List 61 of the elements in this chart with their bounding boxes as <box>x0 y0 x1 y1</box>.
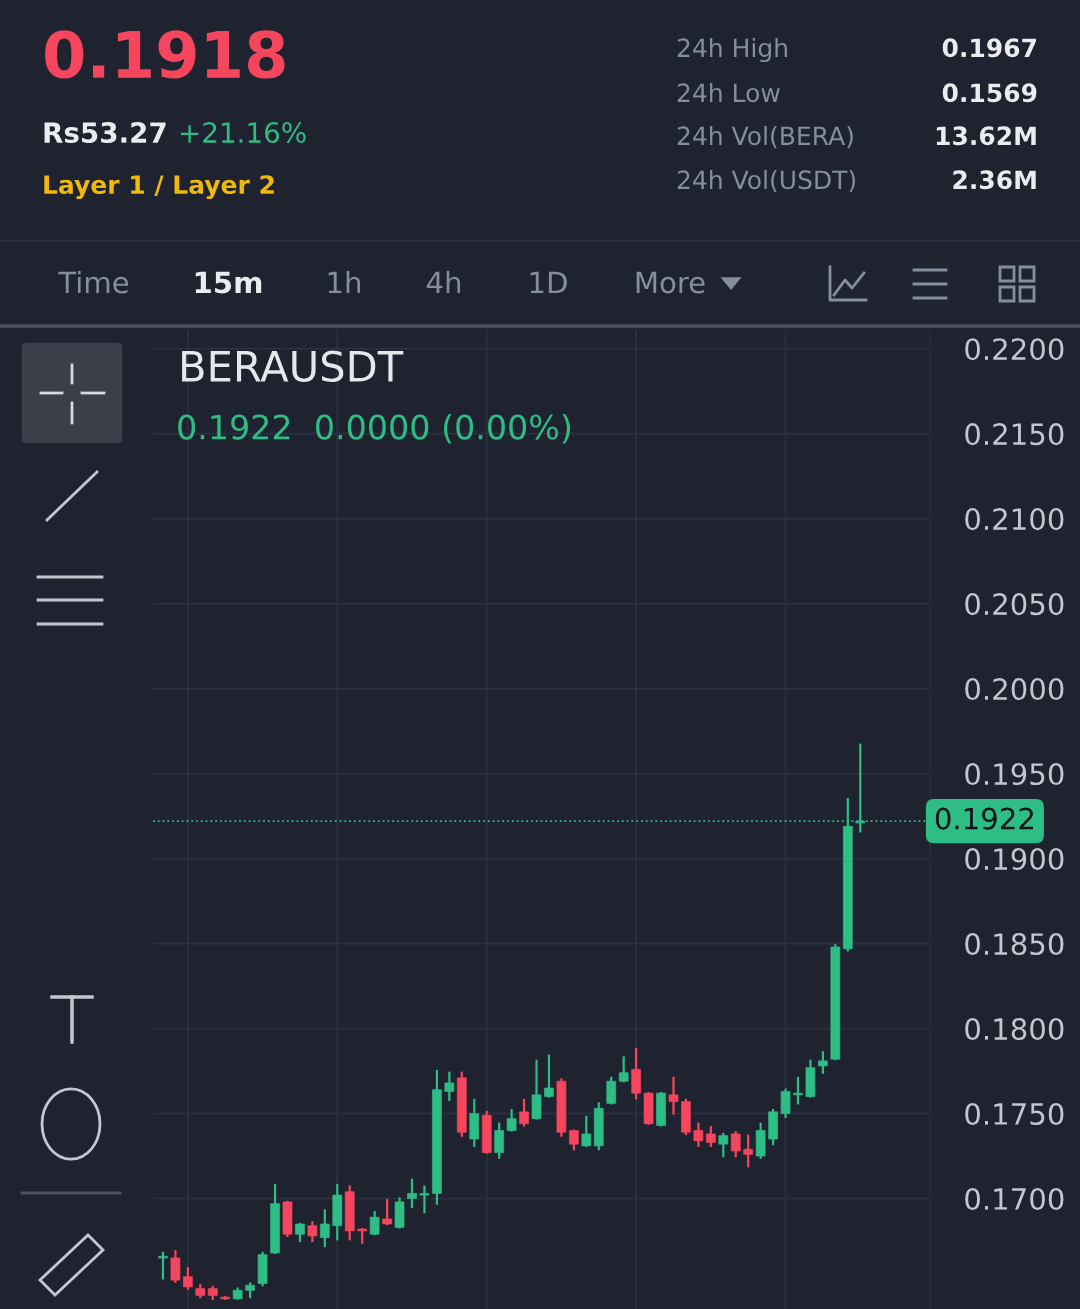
text: 1h <box>328 270 361 294</box>
text: 0.1569 <box>942 83 1037 103</box>
text: 24h Low <box>677 82 780 103</box>
candlestick <box>668 1076 679 1115</box>
candlestick <box>706 1126 716 1147</box>
text: 15m <box>195 271 262 294</box>
candlestick <box>730 1131 741 1158</box>
candlestick <box>320 1209 330 1248</box>
candlestick <box>170 1250 181 1283</box>
y-tick-label: 0.2150 <box>965 423 1064 446</box>
candlestick <box>581 1115 592 1147</box>
candlestick <box>519 1098 529 1127</box>
text: 0.1918 <box>45 30 285 79</box>
y-tick-label: 0.1900 <box>965 848 1064 871</box>
candlestick <box>183 1267 193 1290</box>
text: Layer 1 / Layer 2 <box>44 175 274 200</box>
text: 2.36M <box>953 170 1036 190</box>
candlestick <box>718 1132 729 1158</box>
text: +21.16% <box>180 122 306 144</box>
y-tick-label: 0.1850 <box>965 933 1064 956</box>
chart-title: BERAUSDT <box>182 350 404 383</box>
y-tick-label: 0.2000 <box>965 678 1064 701</box>
candlestick <box>693 1122 704 1147</box>
y-tick-label: 0.2100 <box>965 508 1064 531</box>
ref-line-label: 0.1922 <box>935 807 1034 830</box>
candlestick <box>569 1129 579 1151</box>
candlestick <box>743 1134 754 1168</box>
text: 4h <box>426 270 461 294</box>
text: 0.1967 <box>942 38 1037 58</box>
candlestick <box>369 1211 380 1236</box>
y-tick-label: 0.1700 <box>965 1187 1064 1211</box>
candlestick <box>606 1076 617 1105</box>
y-tick-label: 0.2200 <box>965 338 1064 361</box>
candlestick <box>444 1071 455 1102</box>
text: More <box>636 271 705 294</box>
candlestick <box>531 1059 542 1120</box>
candlestick <box>382 1199 392 1226</box>
text: 0.1922 0.0000 (0.00%) <box>178 413 571 444</box>
candlestick <box>544 1054 554 1098</box>
y-tick-label: 0.1950 <box>965 763 1064 786</box>
candlestick <box>618 1056 629 1083</box>
candlestick <box>506 1109 517 1132</box>
candlestick <box>407 1178 417 1209</box>
text: Rs53.27 <box>44 122 166 144</box>
candlestick <box>419 1185 430 1214</box>
candlestick <box>158 1251 168 1280</box>
candlestick <box>793 1076 803 1105</box>
text: 24h High <box>677 37 787 63</box>
candlestick <box>780 1088 791 1119</box>
y-tick-label: 0.1750 <box>965 1102 1064 1126</box>
text: Time <box>58 270 129 294</box>
y-tick-label: 0.1800 <box>965 1017 1064 1041</box>
text: 24h Vol(USDT) <box>677 169 856 193</box>
y-tick-label: 0.2050 <box>965 593 1064 616</box>
candlestick <box>494 1122 504 1159</box>
candlestick <box>631 1047 641 1100</box>
text: 13.62M <box>936 126 1036 146</box>
text: 24h Vol(BERA) <box>677 125 853 149</box>
candlestick <box>818 1051 828 1074</box>
text: 1D <box>530 271 567 294</box>
candlestick <box>307 1221 318 1243</box>
